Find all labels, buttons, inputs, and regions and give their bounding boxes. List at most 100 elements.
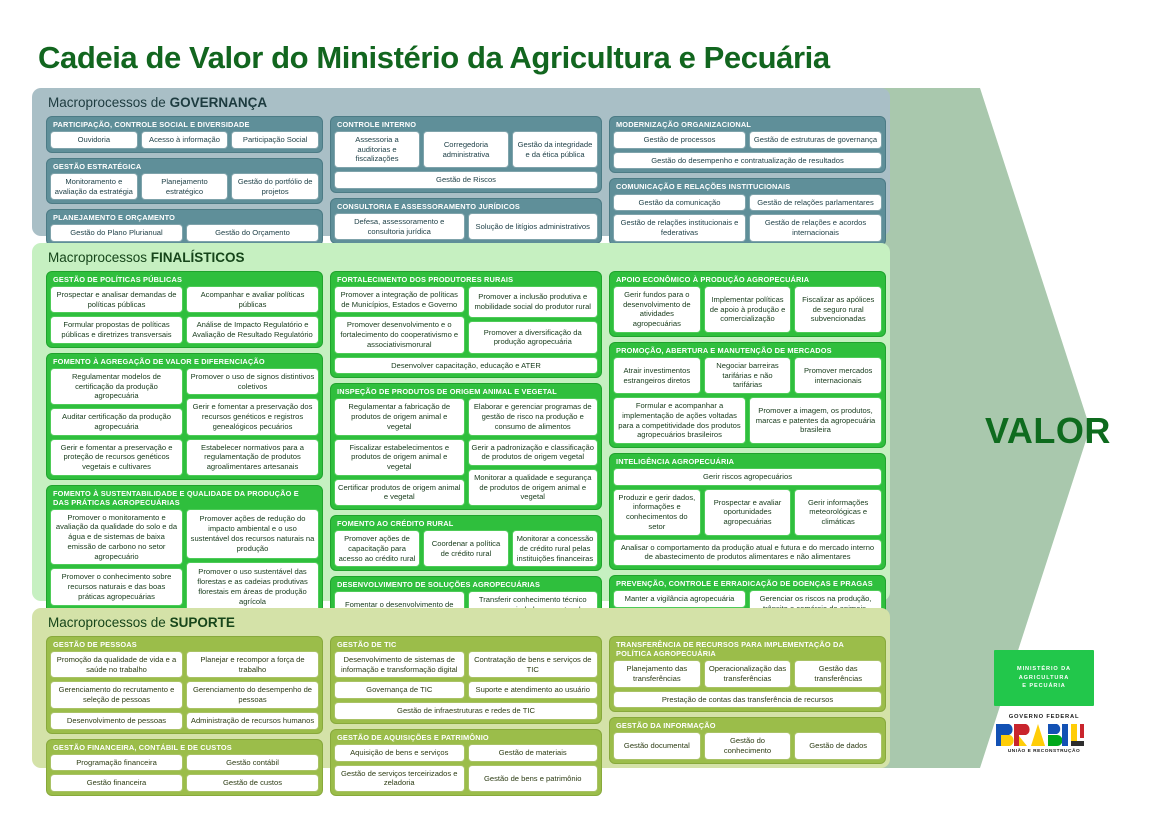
process-cell[interactable]: Aquisição de bens e serviços: [334, 743, 465, 762]
process-cell[interactable]: Gerir fundos para o desenvolvimento de a…: [613, 286, 701, 333]
process-cell[interactable]: Gestão de relações e acordos internacion…: [749, 214, 882, 242]
process-cell[interactable]: Regulamentar a fabricação de produtos de…: [334, 398, 465, 436]
process-cell[interactable]: Desenvolver capacitação, educação e ATER: [334, 356, 598, 375]
process-row: Monitoramento e avaliação da estratégia P…: [50, 172, 320, 201]
process-cell[interactable]: Formular propostas de políticas públicas…: [50, 316, 183, 344]
macroprocess-group: TRANSFERÊNCIA DE RECURSOS PARA IMPLEMENT…: [609, 636, 886, 713]
process-cell[interactable]: Gerir a padronização e classificação de …: [467, 438, 598, 466]
process-cell[interactable]: Promoção da qualidade de vida e a saúde …: [50, 651, 183, 679]
process-cell[interactable]: Promover ações de capacitação para acess…: [334, 530, 420, 568]
finalistic-panel: Macroprocessos FINALÍSTICOS GESTÃO DE PO…: [32, 243, 890, 673]
process-cell[interactable]: Acompanhar e avaliar políticas públicas: [186, 286, 319, 314]
process-cell[interactable]: Ouvidoria: [50, 131, 138, 149]
process-cell[interactable]: Auditar certificação da produção agropec…: [50, 408, 183, 436]
process-cell[interactable]: Analisar o comportamento da produção atu…: [613, 538, 882, 567]
process-cell[interactable]: Regulamentar modelos de certificação da …: [50, 367, 183, 406]
process-cell[interactable]: Corregedoria administrativa: [423, 131, 509, 169]
process-cell[interactable]: Assessoria a auditorias e fiscalizações: [334, 131, 420, 169]
process-cell[interactable]: Gestão do Plano Plurianual: [50, 224, 183, 242]
process-cell[interactable]: Administração de recursos humanos: [186, 711, 319, 730]
process-cell[interactable]: Gestão de bens e patrimônio: [467, 764, 598, 793]
macroprocess-group: FOMENTO À AGREGAÇÃO DE VALOR E DIFERENCI…: [46, 352, 323, 480]
process-cell[interactable]: Promover o conhecimento sobre recursos n…: [50, 568, 183, 606]
process-cell[interactable]: Promover a imagem, os produtos, marcas e…: [749, 397, 882, 444]
process-cell[interactable]: Análise de Impacto Regulatório e Avaliaç…: [186, 316, 319, 344]
macroprocess-group: GESTÃO DE AQUISIÇÕES E PATRIMÔNIO Aquisiç…: [330, 728, 602, 797]
process-cell[interactable]: Promover o uso de signos distintivos col…: [186, 367, 319, 396]
macroprocess-group: INSPEÇÃO DE PRODUTOS DE ORIGEM ANIMAL E …: [330, 383, 602, 511]
process-cell[interactable]: Gestão do portfólio de projetos: [231, 172, 320, 201]
process-cell[interactable]: Gerir e fomentar a preservação e proteçã…: [50, 438, 183, 476]
process-cell[interactable]: Gestão de estruturas de governança: [749, 131, 882, 149]
process-cell[interactable]: Gestão documental: [613, 732, 701, 760]
process-cell[interactable]: Gestão de relações institucionais e fede…: [613, 214, 746, 242]
process-cell[interactable]: Promover ações de redução do impacto amb…: [186, 508, 319, 559]
ministry-line-2: AGRICULTURA: [1018, 674, 1070, 681]
process-cell[interactable]: Participação Social: [231, 131, 320, 149]
process-cell[interactable]: Formular e acompanhar a implementação de…: [613, 397, 746, 444]
process-cell[interactable]: Planejamento das transferências: [613, 660, 701, 688]
process-cell[interactable]: Planejar e recompor a força de trabalho: [186, 651, 319, 679]
process-cell[interactable]: Estabelecer normativos para a regulament…: [186, 438, 319, 476]
process-cell[interactable]: Gestão do Orçamento: [186, 224, 319, 242]
macroprocess-group-header: PARTICIPAÇÃO, CONTROLE SOCIAL E DIVERSID…: [53, 120, 250, 129]
process-cell[interactable]: Promover mercados internacionais: [794, 356, 883, 395]
process-cell[interactable]: Acesso à informação: [140, 131, 229, 149]
process-cell[interactable]: Promover o monitoramento e avaliação da …: [50, 508, 183, 566]
process-cell[interactable]: Contratação de bens e serviços de TIC: [467, 651, 598, 679]
process-cell[interactable]: Planejamento estratégico: [140, 172, 229, 201]
process-cell[interactable]: Gestão de processos: [613, 131, 746, 149]
process-cell[interactable]: Monitoramento e avaliação da estratégia: [50, 172, 138, 201]
process-cell[interactable]: Promover a diversificação da produção ag…: [467, 321, 598, 354]
process-cell[interactable]: Desenvolvimento de pessoas: [50, 711, 183, 730]
process-cell[interactable]: Gerenciamento do recrutamento e seleção …: [50, 681, 183, 709]
process-cell[interactable]: Solução de litígios administrativos: [467, 212, 598, 241]
process-cell[interactable]: Fiscalizar as apólices de seguro rural s…: [794, 286, 883, 333]
process-cell[interactable]: Gestão do conhecimento: [703, 732, 792, 760]
process-cell[interactable]: Promover a integração de políticas de Mu…: [334, 286, 465, 314]
process-cell[interactable]: Gestão da comunicação: [613, 193, 746, 212]
process-cell[interactable]: Prospectar e avaliar oportunidades agrop…: [703, 488, 792, 536]
governance-panel: Macroprocessos de GOVERNANÇA PARTICIPAÇÃ…: [32, 88, 890, 246]
process-cell[interactable]: Gestão de materiais: [467, 743, 598, 762]
process-cell[interactable]: Atrair investimentos estrangeiros direto…: [613, 356, 701, 395]
process-cell[interactable]: Promover a inclusão produtiva e mobilida…: [467, 286, 598, 319]
process-cell[interactable]: Operacionalização das transferências: [703, 660, 792, 688]
process-cell[interactable]: Gestão de infraestruturas e redes de TIC: [334, 702, 598, 720]
process-cell[interactable]: Produzir e gerir dados, informações e co…: [613, 488, 701, 536]
process-cell[interactable]: Negociar barreiras tarifárias e não tari…: [703, 356, 792, 395]
process-cell[interactable]: Monitorar a concessão de crédito rural p…: [512, 530, 598, 568]
process-cell[interactable]: Programação financeira: [50, 753, 183, 772]
process-cell[interactable]: Defesa, assessoramento e consultoria jur…: [334, 212, 465, 241]
process-cell[interactable]: Gestão da integridade e da ética pública: [512, 131, 598, 169]
process-cell[interactable]: Coordenar a política de crédito rural: [423, 530, 509, 568]
process-cell[interactable]: Gerir informações meteorológicas e climá…: [794, 488, 883, 536]
process-cell[interactable]: Gestão de dados: [794, 732, 883, 760]
process-cell[interactable]: Desenvolvimento de sistemas de informaçã…: [334, 651, 465, 679]
process-cell[interactable]: Implementar políticas de apoio à produçã…: [703, 286, 792, 333]
process-cell[interactable]: Elaborar e gerenciar programas de gestão…: [467, 398, 598, 436]
process-cell[interactable]: Gestão de serviços terceirizados e zelad…: [334, 764, 465, 793]
process-cell[interactable]: Gestão contábil: [186, 753, 319, 772]
process-cell[interactable]: Promover o uso sustentável das florestas…: [186, 561, 319, 612]
macroprocess-group-body: Regulamentar a fabricação de produtos de…: [331, 398, 601, 509]
process-cell[interactable]: Gerir e fomentar a preservação dos recur…: [186, 398, 319, 436]
process-cell[interactable]: Promover desenvolvimento e o fortalecime…: [334, 316, 465, 354]
process-cell[interactable]: Gestão de custos: [186, 774, 319, 793]
process-cell[interactable]: Gestão das transferências: [794, 660, 883, 688]
process-cell[interactable]: Fiscalizar estabelecimentos e produtos d…: [334, 438, 465, 476]
process-cell[interactable]: Suporte e atendimento ao usuário: [467, 681, 598, 700]
process-cell[interactable]: Gerir riscos agropecuários: [613, 468, 882, 486]
process-cell[interactable]: Gestão do desempenho e contratualização …: [613, 151, 882, 170]
process-cell[interactable]: Gestão de relações parlamentares: [749, 193, 882, 212]
process-cell[interactable]: Gestão de Riscos: [334, 171, 598, 189]
process-cell[interactable]: Gestão financeira: [50, 774, 183, 793]
process-cell[interactable]: Monitorar a qualidade e segurança de pro…: [467, 468, 598, 507]
process-cell[interactable]: Gerenciamento do desempenho de pessoas: [186, 681, 319, 709]
process-cell[interactable]: Certificar produtos de origem animal e v…: [334, 478, 465, 507]
process-cell[interactable]: Prestação de contas das transferência de…: [613, 690, 882, 709]
process-cell[interactable]: Manter a vigilância agropecuária: [613, 590, 746, 608]
process-cell[interactable]: Governança de TIC: [334, 681, 465, 700]
process-split-row: Regulamentar a fabricação de produtos de…: [334, 398, 598, 507]
process-cell[interactable]: Prospectar e analisar demandas de políti…: [50, 286, 183, 314]
